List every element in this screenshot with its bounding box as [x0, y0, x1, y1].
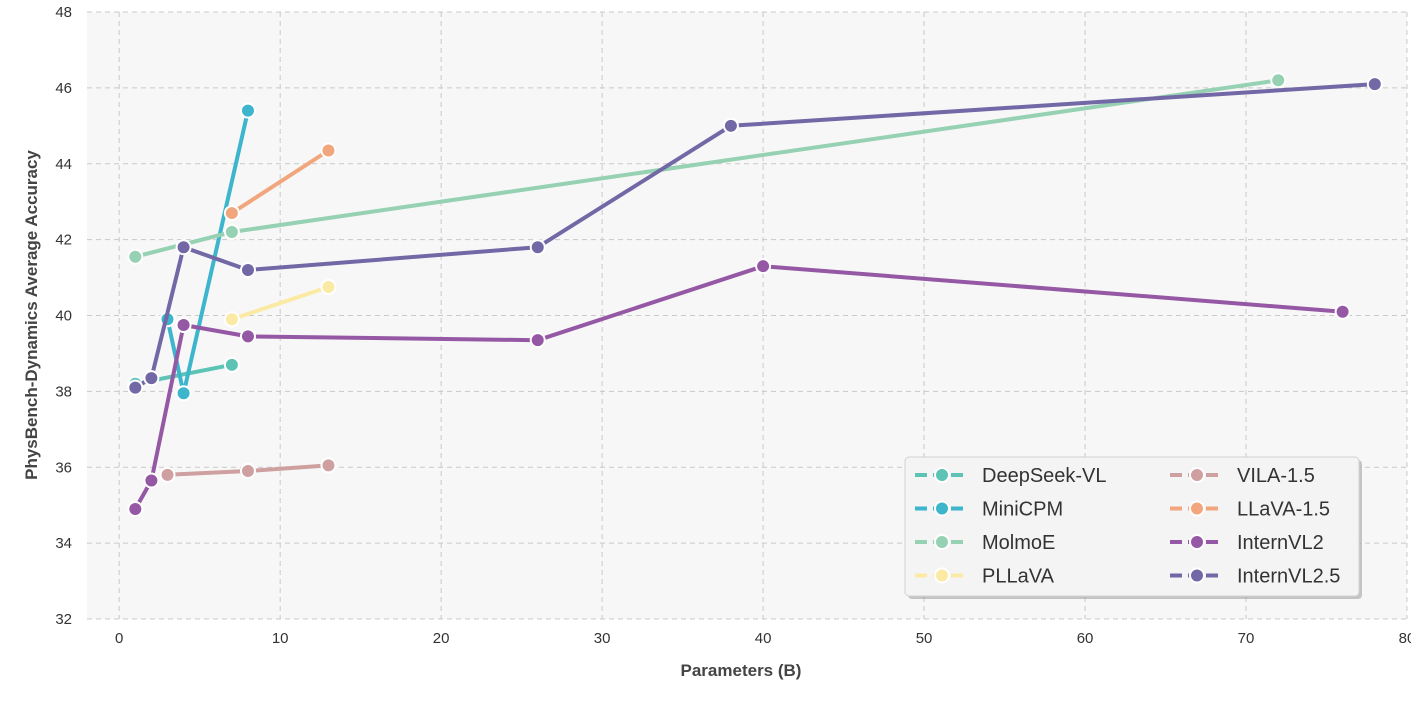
legend-item-vila-1-5: VILA-1.5 — [1170, 465, 1315, 487]
x-tick-label: 10 — [272, 630, 289, 647]
y-tick-label: 48 — [55, 4, 72, 21]
data-point-vila-1-5 — [320, 457, 337, 474]
y-tick-label: 40 — [55, 308, 72, 325]
data-point-pllava — [320, 279, 337, 296]
y-tick-label: 32 — [55, 611, 72, 628]
series-molmoe — [127, 72, 1287, 265]
legend-item-molmoe: MolmoE — [915, 532, 1055, 554]
legend-swatch-marker — [934, 567, 950, 584]
y-tick-label: 34 — [55, 535, 72, 552]
data-point-molmoe — [127, 248, 144, 265]
legend-swatch-marker — [1189, 500, 1205, 517]
legend-label: LLaVA-1.5 — [1237, 499, 1330, 521]
legend-swatch-marker — [934, 534, 950, 550]
legend-item-deepseek-vl: DeepSeek-VL — [915, 465, 1107, 487]
data-point-llava-1-5 — [223, 205, 240, 222]
legend-item-minicpm: MiniCPM — [915, 499, 1063, 521]
data-point-internvl2-5 — [722, 117, 739, 134]
legend-label: MolmoE — [982, 532, 1055, 554]
data-point-vila-1-5 — [159, 466, 176, 483]
x-tick-label: 70 — [1238, 630, 1255, 647]
data-point-minicpm — [239, 102, 256, 119]
x-tick-label: 60 — [1077, 630, 1094, 647]
legend-swatch-marker — [1189, 567, 1205, 584]
legend-item-pllava: PLLaVA — [915, 566, 1055, 588]
x-tick-label: 20 — [433, 630, 450, 647]
legend-box — [904, 456, 1360, 597]
data-point-internvl2 — [175, 316, 192, 333]
data-point-llava-1-5 — [320, 142, 337, 159]
series-internvl2-5 — [127, 76, 1383, 396]
y-tick-label: 46 — [55, 80, 72, 97]
data-point-internvl2-5 — [529, 239, 546, 256]
legend-label: DeepSeek-VL — [982, 465, 1107, 487]
legend-swatch-marker — [934, 500, 950, 517]
data-point-internvl2-5 — [1366, 76, 1383, 93]
legend-swatch-marker — [1189, 534, 1205, 550]
legend: DeepSeek-VL MiniCPM MolmoE PLLaVA VILA-1.5 LL… — [904, 456, 1362, 599]
y-tick-label: 44 — [55, 156, 72, 173]
data-point-internvl2 — [755, 258, 772, 275]
legend-label: InternVL2.5 — [1237, 566, 1340, 588]
data-point-internvl2 — [1334, 303, 1351, 320]
legend-item-internvl2-5: InternVL2.5 — [1170, 566, 1340, 588]
series-vila-1-5 — [159, 457, 337, 483]
data-point-internvl2-5 — [239, 261, 256, 278]
data-point-internvl2-5 — [143, 370, 160, 387]
data-point-minicpm — [175, 385, 192, 402]
x-tick-label: 50 — [916, 630, 933, 647]
x-tick-label: 30 — [594, 630, 611, 647]
series-line-llava-1-5 — [229, 148, 331, 216]
legend-label: VILA-1.5 — [1237, 465, 1315, 487]
data-point-internvl2 — [529, 332, 546, 349]
series-llava-1-5 — [223, 142, 337, 222]
x-tick-label: 40 — [755, 630, 772, 647]
series-internvl2 — [127, 258, 1351, 517]
data-point-internvl2-5 — [175, 239, 192, 256]
y-tick-label: 36 — [55, 459, 72, 476]
legend-label: InternVL2 — [1237, 532, 1324, 554]
data-point-internvl2 — [143, 472, 160, 489]
series-line-pllava — [229, 285, 331, 322]
data-point-vila-1-5 — [239, 463, 256, 480]
data-point-molmoe — [223, 224, 240, 241]
legend-label: PLLaVA — [982, 566, 1055, 588]
legend-item-internvl2: InternVL2 — [1170, 532, 1324, 554]
legend-label: MiniCPM — [982, 499, 1063, 521]
series-pllava — [223, 279, 337, 328]
legend-swatch-marker — [1189, 467, 1205, 483]
tick-labels: 0 10 20 30 40 50 60 70 80 32 34 36 38 40 42 44 46 48 — [55, 4, 1411, 647]
series-layer — [127, 72, 1383, 517]
data-point-internvl2 — [127, 500, 144, 517]
x-tick-label: 0 — [115, 630, 123, 647]
x-tick-label: 80 — [1399, 630, 1411, 647]
y-tick-label: 38 — [55, 383, 72, 400]
legend-item-llava-1-5: LLaVA-1.5 — [1170, 499, 1330, 521]
x-axis-title: Parameters (B) — [681, 661, 802, 680]
data-point-molmoe — [1270, 72, 1287, 89]
legend-swatch-marker — [934, 467, 950, 483]
data-point-deepseek-vl — [223, 356, 240, 373]
data-point-internvl2-5 — [127, 379, 144, 396]
y-tick-label: 42 — [55, 232, 72, 249]
y-axis-title: PhysBench-Dynamics Average Accuracy — [22, 150, 41, 480]
data-point-pllava — [223, 311, 240, 328]
data-point-internvl2 — [239, 328, 256, 345]
